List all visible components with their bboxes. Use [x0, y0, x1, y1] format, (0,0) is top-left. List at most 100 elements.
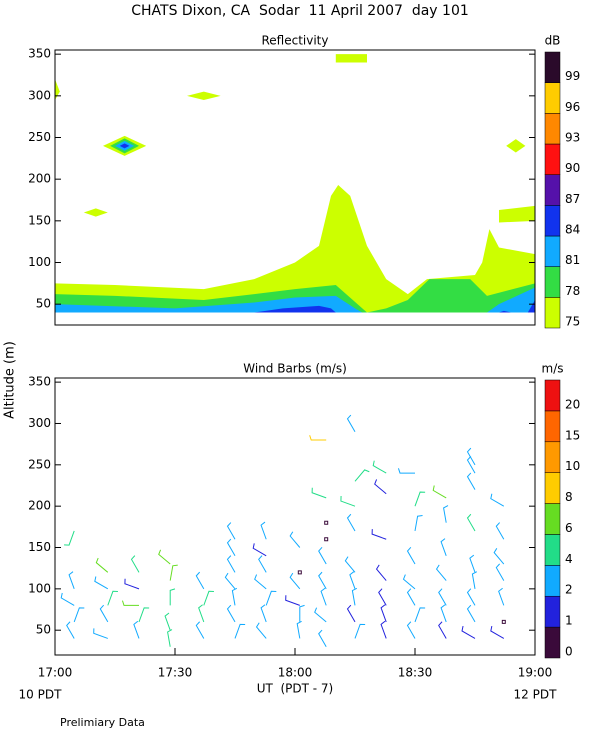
contour-region — [506, 139, 526, 153]
colorbar-band — [544, 472, 561, 504]
wind-barb — [164, 612, 171, 631]
wind-barb — [314, 607, 327, 623]
colorbar-tick-label: 10 — [565, 459, 580, 473]
wind-barb — [406, 547, 416, 565]
wind-barb — [68, 571, 75, 590]
wind-barb — [285, 595, 300, 606]
colorbar-band — [544, 410, 561, 443]
wind-barb — [255, 622, 267, 639]
y-tick-label: 300 — [28, 88, 51, 102]
wind-barb — [226, 604, 236, 623]
contour-region — [335, 54, 367, 63]
colorbar-band — [544, 441, 561, 473]
contour-region — [83, 208, 108, 217]
wind-barb — [169, 588, 176, 606]
wind-barb — [297, 570, 302, 575]
colorbar-band — [544, 143, 561, 175]
left-note: 10 PDT — [19, 688, 63, 702]
colorbar-band — [544, 235, 561, 267]
colorbar-tick-label: 84 — [565, 223, 580, 237]
wind-barb — [94, 576, 109, 590]
wind-barb — [198, 604, 205, 623]
wind-barb — [299, 604, 305, 622]
colorbar-band — [544, 174, 561, 206]
wind-barb — [374, 479, 387, 495]
wind-barb — [402, 574, 416, 590]
colorbar-tick-label: 87 — [565, 192, 580, 206]
y-tick-label: 350 — [28, 47, 51, 61]
wind-barb — [469, 554, 476, 573]
wind-barb — [397, 468, 415, 474]
wind-barb — [318, 629, 327, 647]
footnote: Prelimiary Data — [60, 716, 145, 729]
colorbar-band — [544, 626, 561, 659]
colorbar-band — [544, 82, 561, 114]
wind-barb — [466, 588, 476, 606]
colorbar-tick-label: 20 — [565, 397, 580, 411]
wind-barb — [138, 607, 150, 623]
wind-barb — [318, 547, 327, 565]
wind-barb — [378, 588, 387, 606]
wind-barb — [324, 537, 329, 542]
colorbar-band — [544, 51, 561, 83]
wind-barb — [438, 588, 447, 606]
wind-barb — [195, 621, 205, 639]
colorbar-tick-label: 81 — [565, 253, 580, 267]
wind-barb — [344, 556, 356, 573]
wind-barb — [195, 571, 205, 590]
wind-barb — [73, 607, 85, 623]
colorbar-tick-label: 75 — [565, 315, 580, 329]
wind-barb — [260, 604, 267, 623]
wind-barb — [354, 623, 366, 639]
x-axis-label: UT (PDT - 7) — [257, 682, 334, 696]
wind-barb — [466, 513, 476, 532]
panel-title: Wind Barbs (m/s) — [243, 362, 347, 376]
x-tick-label: 18:00 — [278, 666, 313, 680]
wind-barb — [130, 555, 140, 573]
wind-barb — [169, 564, 178, 581]
colorbar-tick-label: 93 — [565, 131, 580, 145]
colorbar-label: dB — [545, 34, 561, 48]
x-tick-label: 19:00 — [518, 666, 553, 680]
contour-region — [119, 143, 130, 149]
plot-frame — [54, 49, 536, 326]
wind-barb — [493, 548, 505, 565]
x-tick-label: 18:30 — [398, 666, 433, 680]
panel-title: Reflectivity — [261, 34, 328, 48]
wind-barb — [371, 529, 387, 540]
wind-barb — [289, 572, 301, 590]
wind-barb — [490, 493, 505, 507]
wind-barb — [440, 604, 447, 623]
figure-title: CHATS Dixon, CA Sodar 11 April 2007 day … — [131, 3, 469, 19]
wind-barb — [438, 621, 447, 639]
colorbar-band — [544, 297, 561, 329]
wind-barb — [354, 469, 370, 482]
wind-barb — [495, 563, 505, 581]
wind-barb — [254, 574, 267, 590]
wind-barb — [435, 564, 447, 581]
wind-barb — [372, 460, 387, 474]
wind-barb — [375, 564, 387, 581]
wind-barb — [167, 629, 173, 647]
contour-region — [499, 310, 511, 313]
wind-barb — [258, 555, 267, 573]
colorbar-tick-label: 78 — [565, 284, 580, 298]
y-tick-label: 100 — [28, 255, 51, 269]
y-tick-label: 150 — [28, 540, 51, 554]
y-tick-label: 150 — [28, 213, 51, 227]
wind-barb — [60, 592, 75, 606]
colorbar-band — [544, 503, 561, 535]
wind-barb — [346, 513, 356, 532]
wind-barb — [414, 515, 423, 532]
wind-barb — [296, 620, 302, 639]
wind-barb — [107, 590, 118, 606]
wind-barb — [231, 587, 238, 606]
colorbar-band — [544, 595, 561, 628]
wind-barb — [346, 414, 356, 432]
wind-barb — [340, 496, 356, 507]
wind-barb — [466, 472, 476, 490]
contour-region — [499, 205, 535, 223]
wind-barb — [95, 557, 109, 573]
